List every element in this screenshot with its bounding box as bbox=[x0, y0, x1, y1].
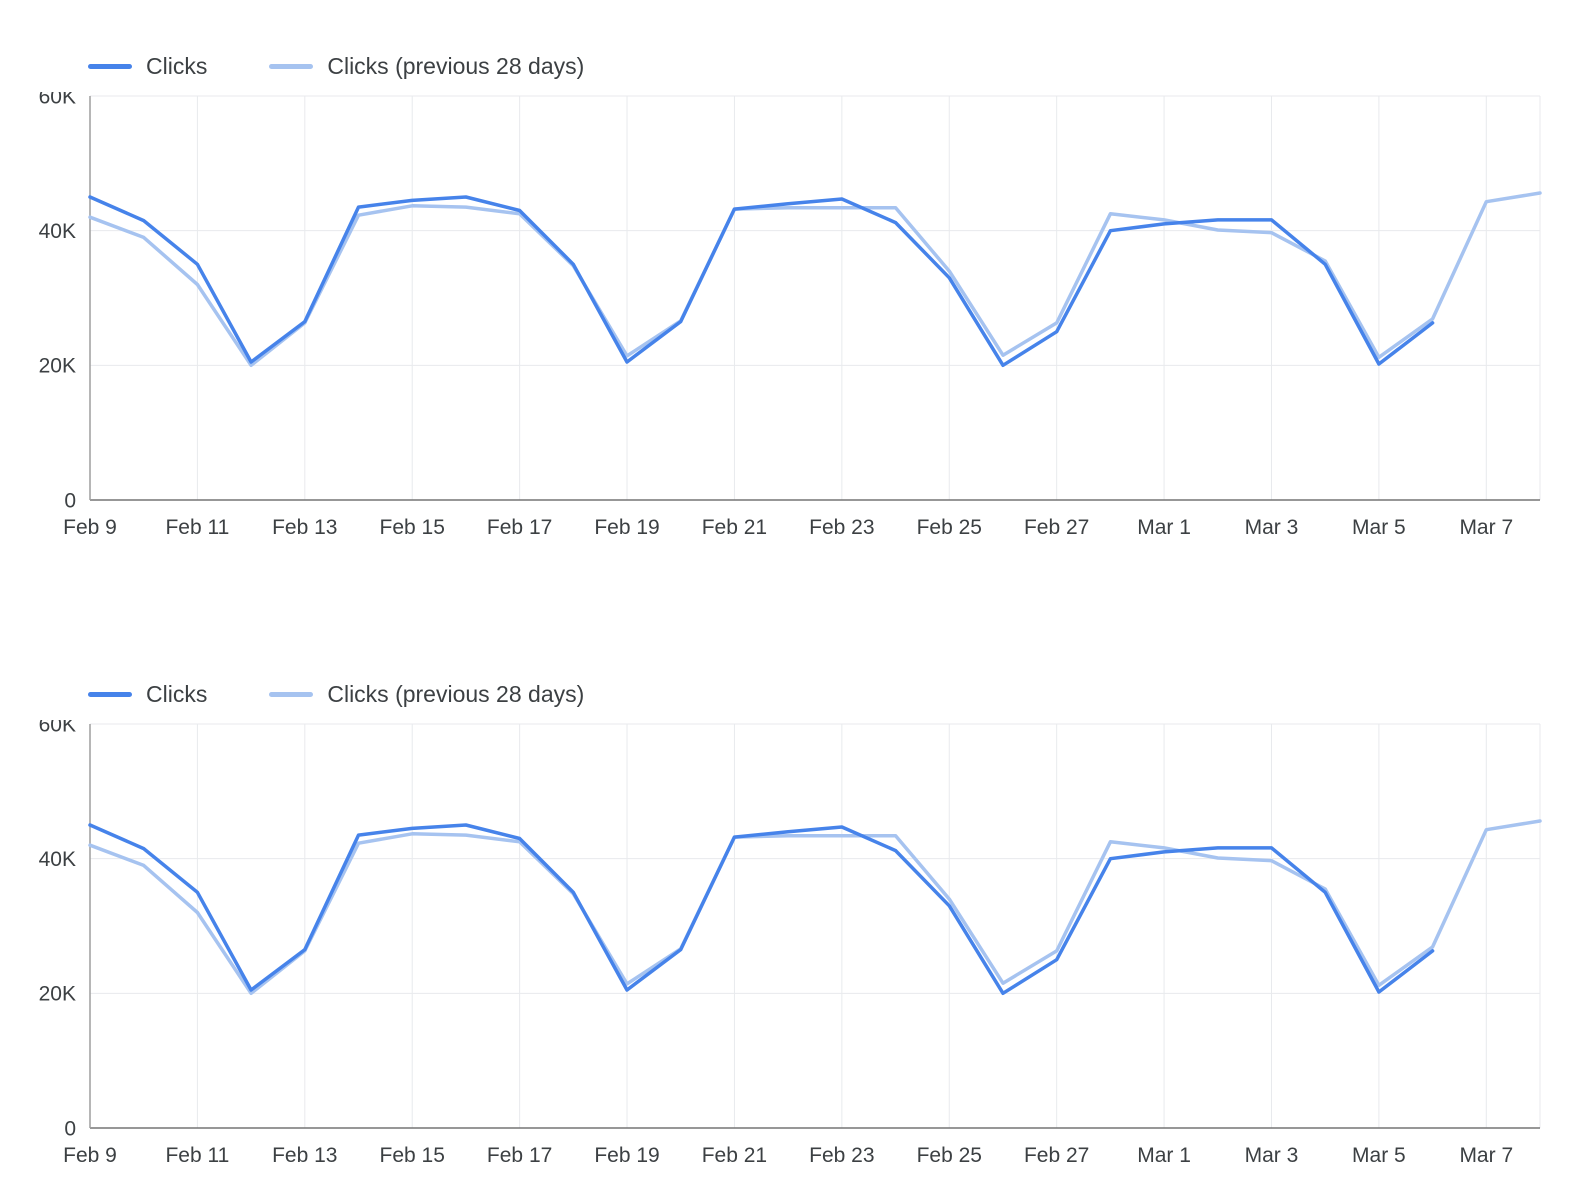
x-axis-tick-label: Feb 9 bbox=[63, 1144, 117, 1167]
x-axis-tick-label: Mar 7 bbox=[1459, 516, 1513, 539]
x-axis-tick-label: Feb 27 bbox=[1024, 516, 1089, 539]
y-axis-tick-label: 60K bbox=[39, 92, 76, 108]
y-axis-tick-label: 0 bbox=[64, 489, 76, 512]
x-axis-tick-label: Feb 19 bbox=[594, 1144, 659, 1167]
x-axis-tick-label: Mar 1 bbox=[1137, 516, 1191, 539]
clicks-line bbox=[88, 823, 1435, 996]
clicks-previous-line bbox=[88, 191, 1542, 368]
y-axis-tick-label: 0 bbox=[64, 1117, 76, 1140]
clicks-chart-bottom: Clicks Clicks (previous 28 days) 0 20K 40K… bbox=[0, 552, 1572, 1180]
clicks-line-swatch bbox=[88, 63, 132, 69]
x-axis-tick-label: Feb 25 bbox=[917, 516, 982, 539]
clicks-line-swatch bbox=[88, 691, 132, 697]
x-axis-tick-label: Feb 25 bbox=[917, 1144, 982, 1167]
y-axis-tick-label: 60K bbox=[39, 720, 76, 736]
x-axis-tick-label: Mar 3 bbox=[1245, 1144, 1299, 1167]
x-axis-tick-label: Mar 5 bbox=[1352, 1144, 1406, 1167]
x-axis-tick-label: Feb 23 bbox=[809, 516, 874, 539]
x-axis-tick-label: Feb 21 bbox=[702, 516, 767, 539]
x-axis-tick-label: Mar 5 bbox=[1352, 516, 1406, 539]
legend-label-clicks-previous: Clicks (previous 28 days) bbox=[327, 680, 585, 707]
clicks-previous-line-swatch bbox=[269, 63, 314, 69]
x-axis-tick-label: Mar 7 bbox=[1459, 1144, 1513, 1167]
x-axis-tick-label: Mar 1 bbox=[1137, 1144, 1191, 1167]
chart-legend: Clicks Clicks (previous 28 days) bbox=[88, 50, 1572, 82]
x-axis-tick-label: Feb 15 bbox=[380, 1144, 445, 1167]
legend-item-clicks[interactable]: Clicks bbox=[88, 53, 207, 80]
x-axis-tick-label: Feb 27 bbox=[1024, 1144, 1089, 1167]
x-axis-tick-label: Feb 11 bbox=[165, 516, 229, 539]
line-plot: 0 20K 40K 60K Feb 9 Feb 11 Feb 13 Feb 15 Feb 17 F… bbox=[39, 720, 1542, 1167]
y-axis-tick-label: 20K bbox=[39, 983, 76, 1006]
chart-legend: Clicks Clicks (previous 28 days) bbox=[88, 678, 1572, 710]
y-axis-tick-label: 20K bbox=[39, 355, 76, 378]
legend-label-clicks: Clicks bbox=[146, 52, 208, 79]
x-axis-tick-label: Feb 17 bbox=[487, 1144, 552, 1167]
line-plot: 0 20K 40K 60K Feb 9 Feb 11 Feb 13 Feb 15 Feb 17 F… bbox=[39, 92, 1542, 539]
x-axis-tick-label: Feb 9 bbox=[63, 516, 117, 539]
legend-item-clicks-previous[interactable]: Clicks (previous 28 days) bbox=[269, 681, 584, 708]
legend-label-clicks-previous: Clicks (previous 28 days) bbox=[327, 52, 585, 79]
clicks-line bbox=[88, 195, 1435, 368]
x-axis-tick-label: Feb 13 bbox=[272, 1144, 337, 1167]
x-axis-tick-label: Mar 3 bbox=[1245, 516, 1299, 539]
x-axis-tick-label: Feb 17 bbox=[487, 516, 552, 539]
legend-item-clicks-previous[interactable]: Clicks (previous 28 days) bbox=[269, 53, 584, 80]
legend-item-clicks[interactable]: Clicks bbox=[88, 681, 207, 708]
clicks-chart-top: Clicks Clicks (previous 28 days) 0 20K 40K… bbox=[0, 0, 1572, 552]
x-axis-tick-label: Feb 19 bbox=[594, 516, 659, 539]
x-axis-tick-label: Feb 11 bbox=[165, 1144, 229, 1167]
clicks-previous-line bbox=[88, 819, 1542, 996]
x-axis-tick-label: Feb 13 bbox=[272, 516, 337, 539]
x-axis-tick-label: Feb 23 bbox=[809, 1144, 874, 1167]
x-axis-tick-label: Feb 21 bbox=[702, 1144, 767, 1167]
y-axis-tick-label: 40K bbox=[39, 848, 76, 871]
x-axis-tick-label: Feb 15 bbox=[380, 516, 445, 539]
clicks-previous-line-swatch bbox=[269, 691, 314, 697]
legend-label-clicks: Clicks bbox=[146, 680, 208, 707]
y-axis-tick-label: 40K bbox=[39, 220, 76, 243]
